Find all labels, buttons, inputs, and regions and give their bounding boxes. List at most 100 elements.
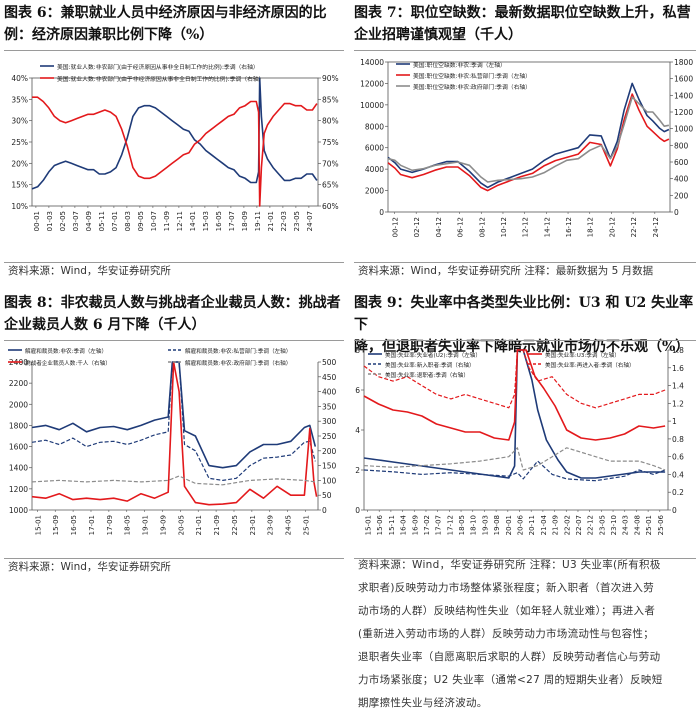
fig6-legend-label: 美国:就业人数:非农部门(由于经济原因从事非全日制工作的比例):季调（右轴） bbox=[57, 63, 259, 71]
fig9-ytick-right-label: 0.2 bbox=[672, 488, 684, 497]
fig8-xtick-label: 17-01 bbox=[88, 515, 96, 535]
fig8-xtick-label: 23-09 bbox=[267, 515, 275, 535]
fig7-ytick-left-label: 6000 bbox=[365, 144, 384, 153]
fig8-xtick-label: 17-09 bbox=[106, 515, 114, 535]
fig9-xtick-label: 25-01 bbox=[645, 515, 653, 535]
fig8-xtick-label: 19-01 bbox=[142, 515, 150, 535]
fig7-xtick-label: 18-12 bbox=[587, 217, 595, 237]
fig9-xtick-label: 15-01 bbox=[365, 515, 373, 535]
fig9-ytick-right-label: 0.8 bbox=[672, 435, 684, 444]
fig6-xtick-label: 19-11 bbox=[254, 211, 262, 231]
fig8-series-line bbox=[31, 361, 316, 481]
fig7-ytick-left-label: 14000 bbox=[360, 58, 384, 67]
fig9-ytick-left-label: 2 bbox=[355, 466, 360, 475]
fig7-ytick-left-label: 4000 bbox=[365, 165, 384, 174]
fig6-xtick-label: 17-07 bbox=[228, 211, 236, 231]
fig8-series-line bbox=[31, 361, 318, 506]
fig9-ytick-right-label: 1 bbox=[672, 417, 677, 426]
fig6-xtick-label: 02-05 bbox=[59, 211, 67, 231]
fig8-legend-label: 解雇和裁员数:非农:季调（左轴） bbox=[25, 347, 107, 355]
fig7-legend-label: 美国:职位空缺数:非农:季调（左轴） bbox=[413, 61, 506, 69]
fig8-ytick-left-label: 1800 bbox=[9, 421, 28, 430]
fig8-ytick-right-label: 350 bbox=[322, 402, 337, 411]
fig6-ytick-left-label: 25% bbox=[11, 138, 28, 147]
fig6-plot-frame bbox=[31, 77, 319, 207]
fig6-ytick-right-label: 65% bbox=[322, 181, 339, 190]
fig9-ytick-right-label: 0.6 bbox=[672, 453, 684, 462]
fig9-xtick-label: 21-09 bbox=[552, 515, 560, 535]
fig6-xtick-label: 24-07 bbox=[306, 211, 314, 231]
fig8-xtick-label: 21-01 bbox=[195, 515, 203, 535]
fig9-ytick-left-label: 8 bbox=[355, 346, 360, 355]
fig9-xtick-label: 23-10 bbox=[610, 515, 618, 535]
fig7-ytick-left-label: 2000 bbox=[365, 187, 384, 196]
fig6-bottom-rule bbox=[4, 262, 344, 263]
fig6-xtick-label: 05-11 bbox=[98, 211, 106, 231]
fig9-xtick-label: 18-05 bbox=[458, 515, 466, 535]
fig9-ytick-left-label: 6 bbox=[355, 386, 360, 395]
fig6-ytick-right-label: 60% bbox=[322, 202, 339, 211]
fig9-note: 资料来源：Wind，华安证券研究所 注释：U3 失业率(所有积极 求职者)反映劳… bbox=[358, 554, 698, 715]
fig7-xtick-label: 00-12 bbox=[392, 217, 400, 237]
fig6-xtick-label: 03-07 bbox=[72, 211, 80, 231]
fig6-xtick-label: 16-05 bbox=[215, 211, 223, 231]
fig9-top-rule bbox=[354, 340, 696, 341]
fig9-note-line: (重新进入劳动市场的人群）反映劳动力市场流动性与包容性； bbox=[358, 628, 654, 640]
fig7-xtick-label: 06-12 bbox=[457, 217, 465, 237]
fig6-ytick-left-label: 35% bbox=[11, 95, 28, 104]
figure-7: 图表 7：职位空缺数：最新数据职位空缺数上升，私营 企业招聘谨慎观望（千人） 0… bbox=[350, 0, 700, 280]
fig9-ytick-right-label: 1.2 bbox=[672, 399, 684, 408]
fig9-xtick-label: 18-10 bbox=[470, 515, 478, 535]
fig7-xtick-label: 14-12 bbox=[543, 217, 551, 237]
fig9-ytick-right-label: 1.8 bbox=[672, 346, 684, 355]
fig9-xtick-label: 15-06 bbox=[376, 514, 384, 535]
fig7-xtick-label: 02-12 bbox=[413, 217, 421, 237]
fig9-legend-label: 美国:失业率:失业者(U2):季调（左轴） bbox=[385, 351, 481, 359]
fig8-ytick-right-label: 50 bbox=[322, 491, 332, 500]
fig7-xtick-label: 08-12 bbox=[478, 217, 486, 237]
fig7-ytick-right-label: 400 bbox=[674, 175, 689, 184]
fig8-ytick-left-label: 1200 bbox=[9, 485, 28, 494]
fig8-ytick-left-label: 2000 bbox=[9, 400, 28, 409]
fig7-ytick-right-label: 1600 bbox=[674, 75, 693, 84]
fig7-xtick-label: 20-12 bbox=[608, 217, 616, 237]
fig9-bottom-rule bbox=[354, 558, 696, 559]
fig7-series-line bbox=[387, 96, 670, 183]
fig8-ytick-right-label: 250 bbox=[322, 432, 337, 441]
fig6-ytick-left-label: 40% bbox=[11, 74, 28, 83]
fig9-note-line: 退职者失业率（自愿离职后求职的人群）反映劳动者信心与劳动 bbox=[358, 651, 661, 663]
fig6-chart: 10% 15% 20% 25% 30% 35% 40% 60% 65% 70% 75% 80% 85% 9… bbox=[11, 63, 339, 231]
fig9-xtick-label: 24-03 bbox=[622, 515, 630, 535]
fig8-ytick-right-label: 150 bbox=[322, 462, 337, 471]
fig9-series-line bbox=[363, 460, 666, 482]
fig7-ytick-right-label: 1200 bbox=[674, 108, 693, 117]
fig9-xtick-label: 19-08 bbox=[493, 515, 501, 535]
fig9-xtick-label: 17-02 bbox=[423, 515, 431, 535]
fig9-xtick-label: 20-01 bbox=[505, 515, 513, 535]
fig9-legend-label: 美国:失业率:新入职者:季调（右轴） bbox=[385, 361, 475, 369]
fig7-ytick-right-label: 1800 bbox=[674, 58, 693, 67]
fig9-xtick-label: 22-12 bbox=[587, 515, 595, 535]
fig7-ytick-right-label: 200 bbox=[674, 191, 689, 200]
fig8-ytick-left-label: 1600 bbox=[9, 443, 28, 452]
fig8-ytick-right-label: 0 bbox=[322, 506, 327, 515]
fig9-note-line: 力市场紧张度；U2 失业率（通常<27 周的短期失业者）反映短 bbox=[358, 674, 663, 686]
fig7-xtick-label: 10-12 bbox=[500, 217, 508, 237]
fig6-ytick-right-label: 80% bbox=[322, 117, 339, 126]
fig7-xtick-label: 24-12 bbox=[652, 217, 660, 237]
fig9-xtick-label: 20-11 bbox=[528, 515, 536, 535]
fig6-ytick-right-label: 70% bbox=[322, 159, 339, 168]
fig8-legend-label: 挑战者企业裁员人数:千人（右轴） bbox=[25, 359, 111, 367]
fig7-xtick-label: 04-12 bbox=[435, 217, 443, 237]
fig9-chart: 0 2 4 6 8 0 0.2 0.4 0.6 0.8 1 1.2 1.4 1.6 1.8 15-01 15-0… bbox=[355, 346, 684, 535]
fig6-xtick-label: 08-03 bbox=[124, 211, 132, 231]
fig7-series-line bbox=[387, 93, 670, 192]
fig9-ytick-left-label: 0 bbox=[355, 506, 360, 515]
fig7-ytick-right-label: 600 bbox=[674, 158, 689, 167]
fig6-ytick-left-label: 10% bbox=[11, 202, 28, 211]
fig7-xtick-label: 22-12 bbox=[630, 217, 638, 237]
fig8-ytick-right-label: 100 bbox=[322, 476, 337, 485]
fig7-xtick-label: 16-12 bbox=[565, 217, 573, 237]
fig7-bottom-rule bbox=[354, 262, 696, 263]
fig6-xtick-label: 21-01 bbox=[267, 211, 275, 231]
